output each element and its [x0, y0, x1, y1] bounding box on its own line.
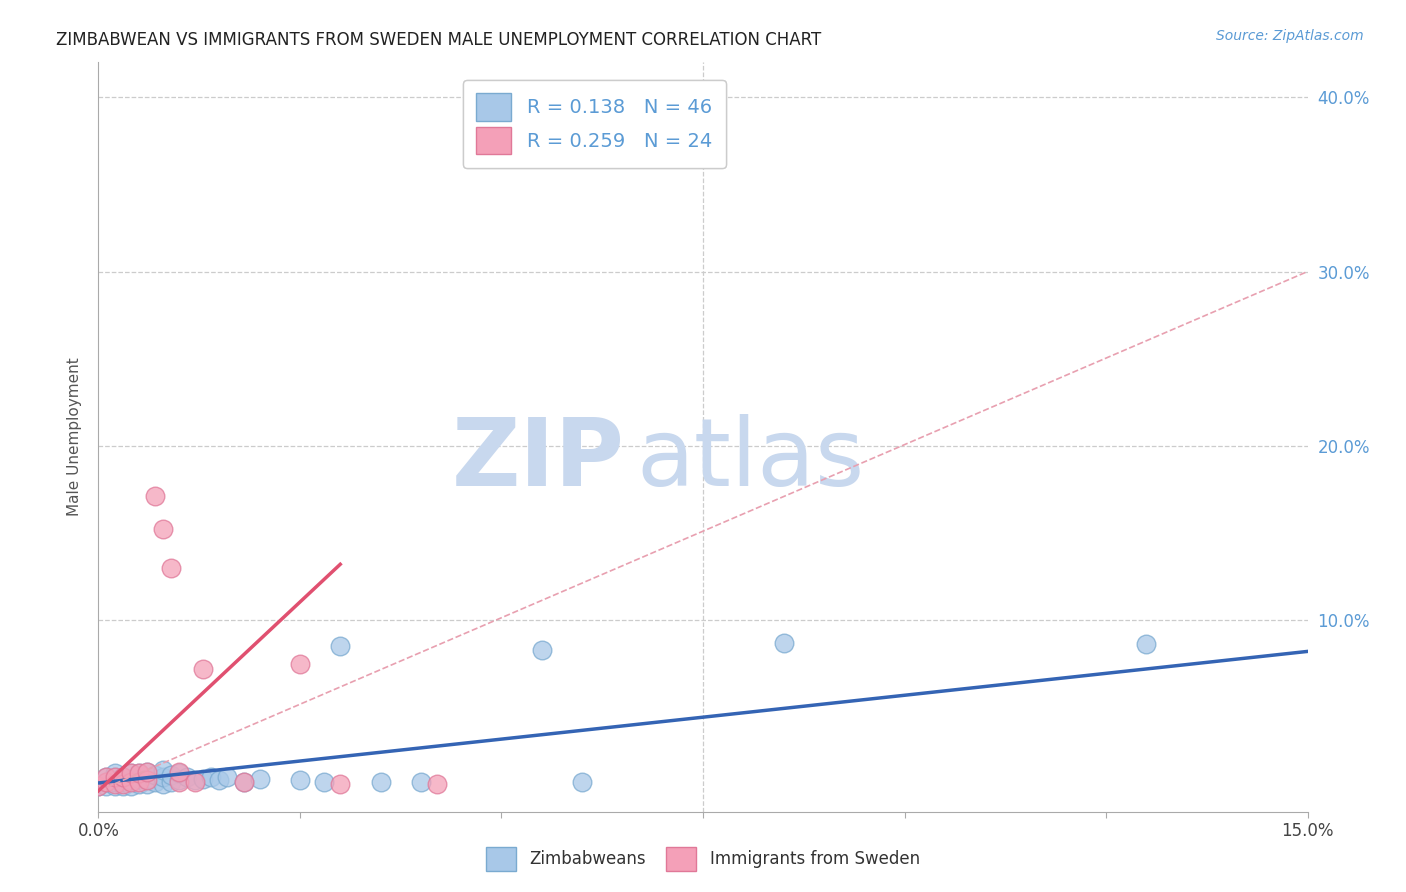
- Point: [409, 775, 432, 789]
- Point: [96, 775, 118, 789]
- Point: [111, 779, 134, 793]
- Text: Source: ZipAtlas.com: Source: ZipAtlas.com: [1216, 29, 1364, 43]
- Point: [103, 770, 125, 784]
- Point: [329, 639, 352, 653]
- Y-axis label: Male Unemployment: Male Unemployment: [67, 358, 83, 516]
- Point: [103, 775, 125, 789]
- Point: [128, 766, 150, 780]
- Point: [772, 636, 794, 650]
- Point: [103, 777, 125, 791]
- Point: [249, 772, 271, 786]
- Text: atlas: atlas: [637, 414, 865, 506]
- Point: [135, 777, 157, 791]
- Point: [160, 768, 183, 782]
- Point: [128, 775, 150, 789]
- Point: [184, 773, 207, 788]
- Point: [120, 773, 142, 788]
- Point: [152, 763, 174, 777]
- Point: [120, 766, 142, 780]
- Point: [288, 657, 311, 671]
- Point: [111, 770, 134, 784]
- Point: [128, 766, 150, 780]
- Point: [128, 772, 150, 786]
- Point: [232, 775, 254, 789]
- Point: [200, 770, 222, 784]
- Point: [111, 777, 134, 791]
- Point: [111, 770, 134, 784]
- Point: [96, 770, 118, 784]
- Point: [217, 770, 239, 784]
- Point: [167, 764, 190, 779]
- Point: [208, 773, 231, 788]
- Point: [143, 775, 166, 789]
- Point: [87, 779, 110, 793]
- Point: [128, 777, 150, 791]
- Point: [314, 775, 336, 789]
- Point: [167, 775, 190, 789]
- Point: [103, 766, 125, 780]
- Point: [152, 523, 174, 537]
- Legend: Zimbabweans, Immigrants from Sweden: Zimbabweans, Immigrants from Sweden: [478, 839, 928, 880]
- Point: [143, 768, 166, 782]
- Point: [329, 777, 352, 791]
- Point: [370, 775, 392, 789]
- Point: [530, 642, 553, 657]
- Point: [184, 775, 207, 789]
- Point: [176, 770, 198, 784]
- Point: [103, 770, 125, 784]
- Point: [160, 561, 183, 575]
- Point: [167, 766, 190, 780]
- Point: [135, 773, 157, 788]
- Point: [571, 775, 593, 789]
- Point: [193, 662, 215, 676]
- Point: [135, 764, 157, 779]
- Point: [193, 772, 215, 786]
- Point: [120, 775, 142, 789]
- Point: [232, 775, 254, 789]
- Point: [120, 766, 142, 780]
- Point: [1135, 637, 1157, 651]
- Legend: R = 0.138   N = 46, R = 0.259   N = 24: R = 0.138 N = 46, R = 0.259 N = 24: [463, 79, 725, 168]
- Point: [160, 775, 183, 789]
- Point: [120, 779, 142, 793]
- Point: [103, 779, 125, 793]
- Point: [96, 770, 118, 784]
- Point: [87, 779, 110, 793]
- Point: [111, 775, 134, 789]
- Point: [135, 764, 157, 779]
- Text: ZIMBABWEAN VS IMMIGRANTS FROM SWEDEN MALE UNEMPLOYMENT CORRELATION CHART: ZIMBABWEAN VS IMMIGRANTS FROM SWEDEN MAL…: [56, 31, 821, 49]
- Point: [96, 779, 118, 793]
- Point: [167, 773, 190, 788]
- Point: [152, 777, 174, 791]
- Point: [152, 770, 174, 784]
- Point: [288, 773, 311, 788]
- Point: [426, 777, 449, 791]
- Point: [135, 772, 157, 786]
- Point: [143, 489, 166, 503]
- Text: ZIP: ZIP: [451, 414, 624, 506]
- Point: [96, 775, 118, 789]
